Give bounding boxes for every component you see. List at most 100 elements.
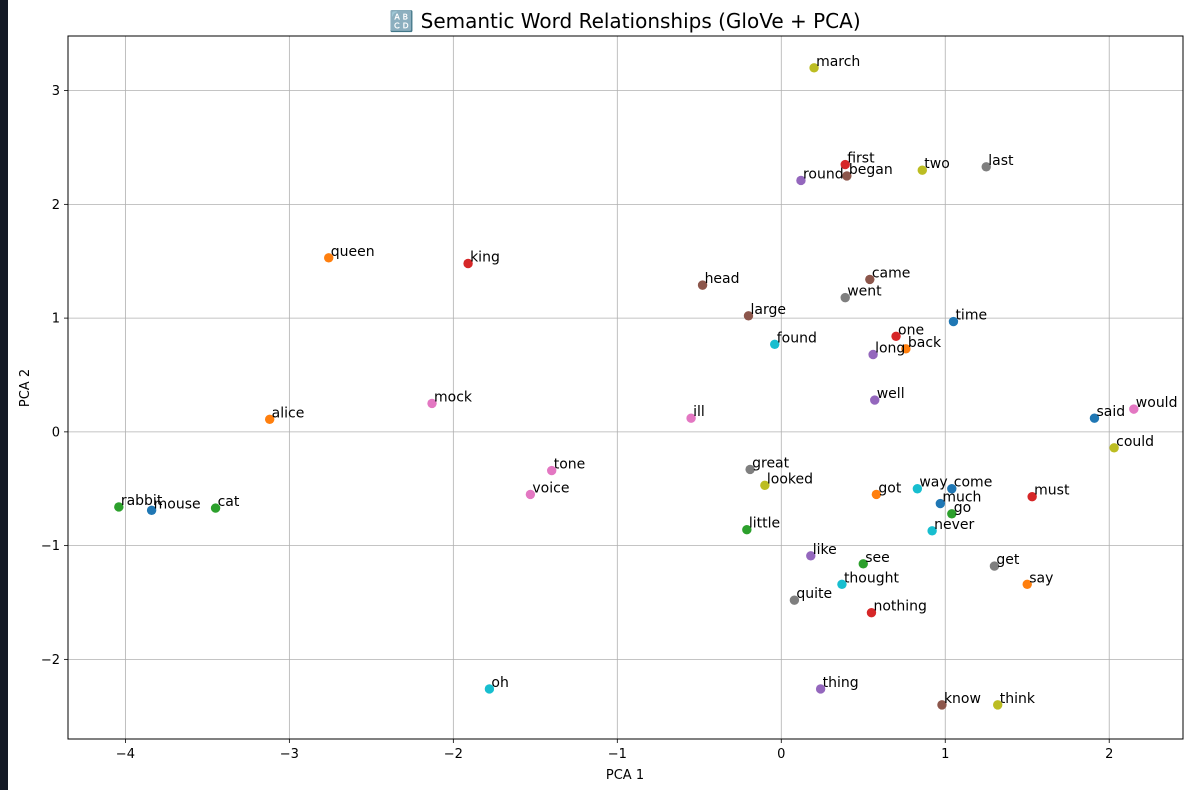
x-axis-label: PCA 1 — [606, 768, 644, 783]
point-voice — [525, 489, 536, 500]
x-tick-label: −4 — [116, 747, 135, 762]
label-go: go — [954, 500, 971, 516]
label-much: much — [942, 490, 981, 506]
label-must: must — [1034, 483, 1070, 499]
point-well — [870, 395, 880, 405]
label-would: would — [1136, 395, 1178, 411]
chart-title: 🔠 Semantic Word Relationships (GloVe + P… — [389, 9, 860, 33]
label-thing: thing — [823, 675, 859, 691]
label-ill: ill — [693, 404, 705, 420]
label-went: went — [847, 284, 882, 300]
data-points — [114, 63, 1139, 710]
label-say: say — [1029, 570, 1053, 586]
label-like: like — [813, 542, 837, 558]
point-go — [947, 509, 957, 519]
point-thought — [837, 579, 847, 589]
grid-lines — [68, 36, 1183, 739]
point-quite — [789, 595, 800, 605]
point-much — [935, 498, 946, 509]
label-two: two — [924, 156, 950, 172]
point-got — [871, 489, 882, 500]
label-think: think — [1000, 691, 1036, 707]
point-thing — [815, 684, 826, 694]
label-got: got — [878, 480, 901, 496]
label-mouse: mouse — [154, 496, 201, 512]
y-tick-label: 3 — [52, 84, 60, 99]
point-first — [840, 159, 850, 170]
point-come — [947, 484, 957, 494]
label-oh: oh — [491, 675, 508, 691]
label-alice: alice — [272, 405, 305, 421]
point-nothing — [866, 608, 877, 618]
label-could: could — [1116, 434, 1154, 450]
label-quite: quite — [796, 586, 832, 602]
point-tone — [547, 465, 557, 476]
point-cat — [210, 503, 221, 513]
label-rabbit: rabbit — [121, 493, 163, 509]
point-round — [796, 175, 806, 186]
point-came — [865, 274, 875, 285]
point-looked — [760, 480, 770, 491]
label-queen: queen — [331, 244, 375, 260]
point-never — [927, 526, 937, 536]
scatter-chart: 🔠 Semantic Word Relationships (GloVe + P… — [18, 9, 1184, 783]
label-cat: cat — [218, 494, 240, 510]
point-queen — [324, 253, 334, 263]
label-last: last — [988, 153, 1014, 169]
plot-frame — [67, 35, 1184, 740]
point-alice — [264, 414, 275, 425]
point-head — [697, 280, 708, 290]
point-two — [917, 165, 927, 175]
point-like — [806, 551, 816, 561]
y-tick-label: 1 — [52, 312, 60, 327]
label-thought: thought — [844, 570, 900, 586]
point-rabbit — [114, 502, 124, 512]
label-voice: voice — [532, 480, 569, 496]
label-king: king — [470, 250, 500, 266]
x-axis-ticks: −4 −3 −2 −1 0 1 2 — [116, 739, 1113, 762]
label-head: head — [705, 271, 740, 287]
point-way — [912, 484, 923, 494]
label-one: one — [898, 322, 924, 338]
x-tick-label: 0 — [777, 747, 785, 762]
point-mouse — [146, 505, 157, 516]
label-round: round — [803, 166, 844, 182]
point-king — [463, 258, 473, 269]
y-tick-label: 0 — [52, 425, 60, 440]
point-back — [901, 344, 911, 354]
x-tick-label: −1 — [608, 747, 627, 762]
label-get: get — [996, 552, 1020, 568]
label-back: back — [908, 335, 942, 351]
point-found — [770, 339, 780, 349]
label-nothing: nothing — [873, 599, 926, 615]
x-tick-label: −2 — [444, 747, 463, 762]
label-long: long — [875, 341, 905, 357]
point-must — [1027, 492, 1037, 502]
point-said — [1089, 413, 1100, 423]
point-great — [745, 464, 755, 475]
point-would — [1129, 404, 1139, 414]
point-long — [868, 349, 878, 360]
label-little: little — [749, 516, 780, 532]
label-began: began — [849, 162, 893, 178]
figure: 🔠 Semantic Word Relationships (GloVe + P… — [8, 0, 1196, 790]
point-march — [809, 63, 819, 73]
point-say — [1022, 579, 1032, 589]
point-could — [1109, 443, 1119, 453]
label-time: time — [955, 308, 987, 324]
label-said: said — [1096, 404, 1125, 420]
label-come: come — [954, 475, 993, 491]
label-mock: mock — [434, 389, 473, 405]
y-axis-ticks: −2 −1 0 1 2 3 — [41, 84, 68, 668]
label-looked: looked — [767, 471, 813, 487]
point-time — [948, 316, 959, 327]
label-large: large — [750, 302, 785, 318]
point-ill — [686, 413, 696, 423]
y-axis-label: PCA 2 — [18, 369, 33, 407]
label-see: see — [865, 550, 890, 566]
label-know: know — [944, 691, 981, 707]
y-tick-label: −2 — [41, 653, 60, 668]
y-tick-label: 2 — [52, 198, 60, 213]
point-know — [937, 700, 947, 710]
label-great: great — [752, 455, 790, 471]
